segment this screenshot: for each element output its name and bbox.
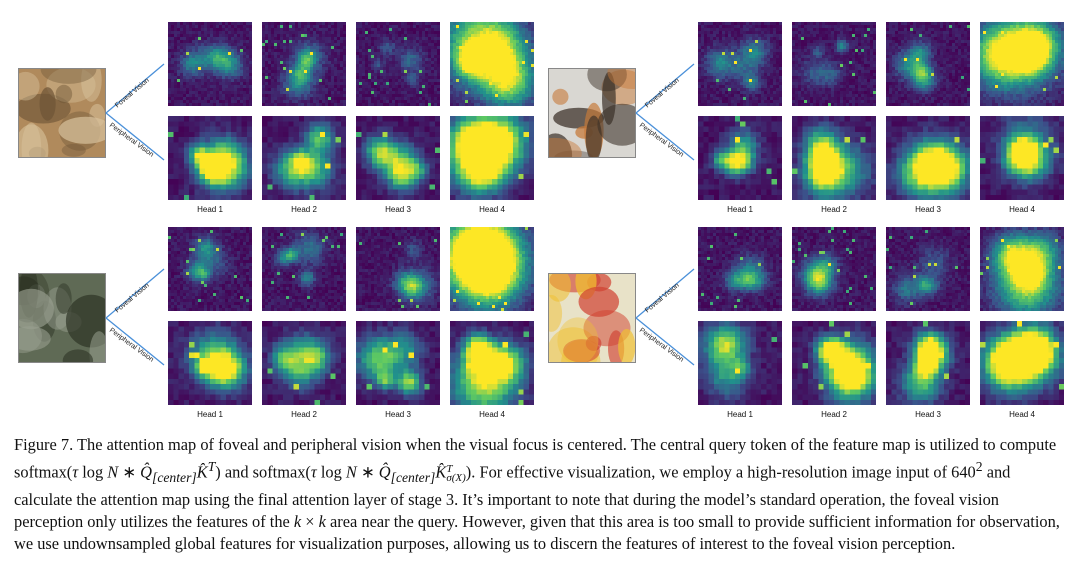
caption-text: log bbox=[316, 462, 346, 482]
math-k-hat: K̂ bbox=[196, 462, 208, 482]
caption-text: ∗ bbox=[118, 462, 141, 482]
peripheral-arrow-icon bbox=[635, 112, 695, 161]
foveal-attention-map-head-4 bbox=[450, 22, 534, 106]
math-tau: τ bbox=[72, 462, 79, 482]
bird-on-branch-photo bbox=[548, 68, 636, 158]
foveal-attention-map-head-1 bbox=[698, 227, 782, 311]
math-superscript: T bbox=[446, 462, 453, 475]
math-superscript: 2 bbox=[975, 459, 983, 474]
head-label-4: Head 4 bbox=[479, 410, 505, 419]
head-label-3: Head 3 bbox=[915, 410, 941, 419]
math-superscript: T bbox=[207, 459, 216, 474]
cat-photo bbox=[18, 68, 106, 158]
peripheral-attention-map-head-1 bbox=[168, 116, 252, 200]
peripheral-attention-map-head-2 bbox=[792, 116, 876, 200]
foveal-attention-map-head-4 bbox=[450, 227, 534, 311]
peripheral-arrow-icon bbox=[105, 317, 165, 366]
foveal-attention-map-head-2 bbox=[792, 22, 876, 106]
head-label-2: Head 2 bbox=[821, 205, 847, 214]
branch-arrows bbox=[635, 63, 695, 161]
math-k: k bbox=[318, 511, 326, 531]
hot-air-balloon-photo bbox=[548, 273, 636, 363]
peripheral-attention-map-head-4 bbox=[980, 321, 1064, 405]
foveal-attention-map-head-3 bbox=[886, 22, 970, 106]
foveal-arrow-icon bbox=[105, 268, 165, 319]
math-subscript: σ(X) bbox=[446, 471, 466, 484]
figure-panel-wader: Foveal Vision Peripheral Vision Head 1 Head… bbox=[0, 225, 540, 425]
peripheral-attention-map-head-3 bbox=[356, 116, 440, 200]
foveal-attention-map-head-1 bbox=[168, 227, 252, 311]
peripheral-attention-map-head-3 bbox=[886, 116, 970, 200]
head-label-1: Head 1 bbox=[727, 205, 753, 214]
foveal-attention-map-head-3 bbox=[886, 227, 970, 311]
head-label-4: Head 4 bbox=[1009, 410, 1035, 419]
caption-text: log bbox=[78, 462, 108, 482]
peripheral-arrow-icon bbox=[105, 112, 165, 161]
peripheral-attention-map-head-2 bbox=[262, 116, 346, 200]
figure-caption: Figure 7. The attention map of foveal an… bbox=[14, 434, 1072, 555]
peripheral-attention-map-head-1 bbox=[168, 321, 252, 405]
math-q-hat: Q̂ bbox=[378, 462, 391, 482]
math-subscript: [center] bbox=[390, 469, 436, 485]
foveal-attention-map-head-2 bbox=[792, 227, 876, 311]
foveal-attention-map-head-1 bbox=[168, 22, 252, 106]
peripheral-attention-map-head-3 bbox=[886, 321, 970, 405]
head-label-4: Head 4 bbox=[1009, 205, 1035, 214]
head-label-3: Head 3 bbox=[385, 205, 411, 214]
head-label-2: Head 2 bbox=[291, 410, 317, 419]
peripheral-attention-map-head-4 bbox=[980, 116, 1064, 200]
foveal-attention-map-head-2 bbox=[262, 22, 346, 106]
caption-text: area near the query. However, given that… bbox=[14, 511, 1060, 553]
foveal-arrow-icon bbox=[635, 268, 695, 319]
foveal-arrow-icon bbox=[635, 63, 695, 114]
figure-panel-balloon: Foveal Vision Peripheral Vision Head 1 Head… bbox=[530, 225, 1070, 425]
math-q-hat: Q̂ bbox=[140, 462, 152, 482]
head-label-1: Head 1 bbox=[197, 410, 223, 419]
branch-arrows bbox=[105, 63, 165, 161]
foveal-attention-map-head-4 bbox=[980, 227, 1064, 311]
peripheral-attention-map-head-2 bbox=[792, 321, 876, 405]
caption-text: and calculate the attention map using th… bbox=[14, 462, 1011, 531]
foveal-attention-map-head-2 bbox=[262, 227, 346, 311]
head-label-2: Head 2 bbox=[821, 410, 847, 419]
head-label-1: Head 1 bbox=[197, 205, 223, 214]
math-subscript: [center] bbox=[152, 469, 197, 485]
caption-text: ∗ bbox=[356, 462, 379, 482]
figure-panel-bird: Foveal Vision Peripheral Vision Head 1 Head… bbox=[530, 20, 1070, 220]
wading-bird-photo bbox=[18, 273, 106, 363]
math-n: N bbox=[345, 462, 357, 482]
branch-arrows bbox=[105, 268, 165, 366]
math-n: N bbox=[107, 462, 119, 482]
peripheral-attention-map-head-2 bbox=[262, 321, 346, 405]
caption-text: ) and softmax( bbox=[215, 462, 311, 482]
foveal-attention-map-head-1 bbox=[698, 22, 782, 106]
foveal-attention-map-head-3 bbox=[356, 22, 440, 106]
math-k-hat: K̂ bbox=[435, 462, 447, 482]
peripheral-attention-map-head-1 bbox=[698, 321, 782, 405]
branch-arrows bbox=[635, 268, 695, 366]
peripheral-attention-map-head-4 bbox=[450, 321, 534, 405]
foveal-attention-map-head-3 bbox=[356, 227, 440, 311]
foveal-attention-map-head-4 bbox=[980, 22, 1064, 106]
peripheral-arrow-icon bbox=[635, 317, 695, 366]
math-k: k bbox=[293, 511, 302, 531]
caption-text: The attention map of foveal and peripher… bbox=[14, 435, 1057, 482]
caption-label: Figure 7. bbox=[14, 435, 74, 454]
head-label-2: Head 2 bbox=[291, 205, 317, 214]
caption-text: ). For effective visualization, we emplo… bbox=[465, 462, 976, 482]
peripheral-attention-map-head-1 bbox=[698, 116, 782, 200]
head-label-3: Head 3 bbox=[385, 410, 411, 419]
figure-panel-cat: Foveal Vision Peripheral Vision Head 1 Head… bbox=[0, 20, 540, 220]
head-label-4: Head 4 bbox=[479, 205, 505, 214]
peripheral-attention-map-head-4 bbox=[450, 116, 534, 200]
peripheral-attention-map-head-3 bbox=[356, 321, 440, 405]
head-label-1: Head 1 bbox=[727, 410, 753, 419]
math-tau: τ bbox=[310, 462, 317, 482]
foveal-arrow-icon bbox=[105, 63, 165, 114]
head-label-3: Head 3 bbox=[915, 205, 941, 214]
caption-text: × bbox=[301, 511, 319, 531]
